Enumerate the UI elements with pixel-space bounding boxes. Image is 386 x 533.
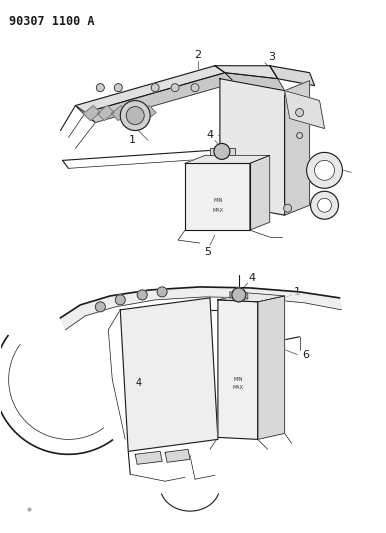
Circle shape [214,143,230,159]
Text: 4: 4 [207,131,213,141]
Text: 4: 4 [248,273,256,283]
Polygon shape [215,66,278,79]
Text: 90307 1100 A: 90307 1100 A [8,15,94,28]
Text: 4: 4 [135,377,141,387]
Polygon shape [218,293,284,302]
Polygon shape [61,287,342,330]
Text: 5: 5 [205,247,212,257]
Polygon shape [284,80,310,215]
Polygon shape [125,106,142,120]
Polygon shape [85,72,235,123]
Circle shape [284,204,292,212]
Polygon shape [75,106,95,123]
Polygon shape [270,66,315,86]
Circle shape [96,84,104,92]
Polygon shape [185,164,250,230]
Polygon shape [120,298,218,451]
Circle shape [151,84,159,92]
Circle shape [306,152,342,188]
Circle shape [232,288,246,302]
Text: 3: 3 [268,52,275,62]
Text: MAX: MAX [212,208,223,213]
Text: MIN: MIN [233,377,242,382]
Circle shape [311,191,339,219]
Polygon shape [210,148,235,156]
Circle shape [318,198,332,212]
Polygon shape [75,66,225,112]
Circle shape [114,84,122,92]
Circle shape [157,287,167,297]
Polygon shape [225,72,284,91]
Polygon shape [258,296,284,439]
Circle shape [296,109,304,117]
Polygon shape [185,156,270,164]
Polygon shape [83,106,100,120]
Polygon shape [97,106,114,120]
Text: 1: 1 [294,287,301,297]
Circle shape [126,107,144,125]
Circle shape [95,302,105,312]
Text: 6: 6 [302,350,309,360]
Circle shape [115,295,125,305]
Circle shape [120,101,150,131]
Polygon shape [218,300,258,439]
Text: 2: 2 [195,50,201,60]
Polygon shape [250,156,270,230]
Circle shape [171,84,179,92]
Text: 1: 1 [129,135,136,146]
Circle shape [137,290,147,300]
Polygon shape [220,79,284,215]
Polygon shape [135,451,162,464]
Circle shape [296,133,303,139]
Circle shape [315,160,335,180]
Polygon shape [230,292,248,299]
Polygon shape [284,91,325,128]
Polygon shape [165,449,190,462]
Text: MAX: MAX [232,385,243,390]
Text: MIN: MIN [213,198,223,203]
Polygon shape [111,106,128,120]
Circle shape [191,84,199,92]
Polygon shape [139,106,156,120]
